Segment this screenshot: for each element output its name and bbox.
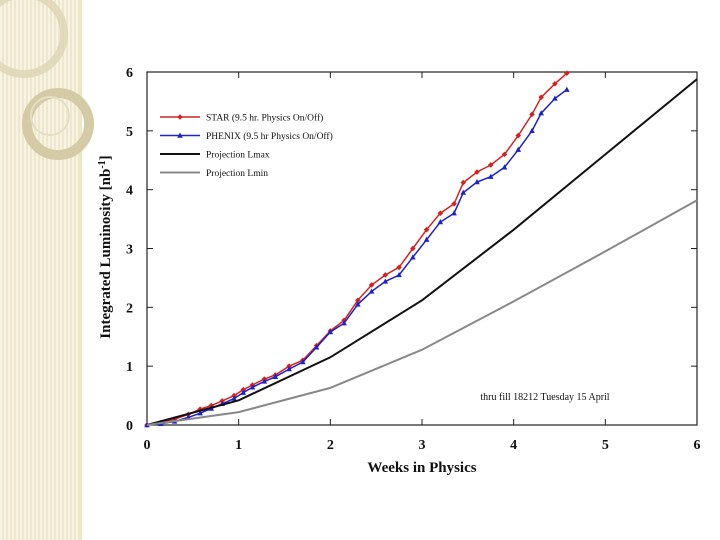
data-point: [564, 70, 570, 76]
data-point: [341, 320, 347, 326]
data-point: [451, 200, 457, 207]
data-point: [487, 162, 494, 168]
data-point: [564, 86, 570, 92]
data-point: [410, 254, 416, 260]
data-point: [423, 236, 430, 242]
x-tick-label: 6: [694, 438, 701, 453]
x-tick-label: 1: [235, 438, 242, 453]
data-point: [515, 132, 522, 139]
x-tick-label: 2: [327, 438, 334, 453]
data-point: [501, 164, 508, 170]
series-star-0: [144, 70, 570, 428]
data-point: [552, 80, 558, 87]
y-tick-label: 1: [126, 360, 133, 375]
plot-area: [146, 71, 698, 426]
data-point: [382, 272, 389, 278]
legend-item: Projection Lmax: [160, 151, 270, 161]
x-tick-label: 0: [144, 438, 151, 453]
data-point: [515, 146, 522, 152]
y-tick-label: 0: [126, 419, 133, 434]
data-point: [197, 410, 203, 416]
y-tick-label: 4: [126, 184, 133, 199]
legend-label: PHENIX (9.5 hr Physics On/Off): [206, 131, 333, 142]
y-axis-label: Integrated Luminosity [nb-1]: [97, 155, 114, 338]
data-point: [437, 210, 444, 216]
y-tick-label: 6: [126, 66, 133, 81]
data-point: [460, 179, 467, 186]
data-point: [474, 179, 480, 185]
x-tick-label: 5: [602, 438, 609, 453]
data-point: [451, 210, 457, 216]
data-point: [410, 245, 416, 252]
x-tick-label: 4: [510, 438, 517, 453]
data-point: [240, 389, 247, 395]
data-point: [538, 110, 544, 116]
data-point: [368, 282, 375, 288]
decorative-ring: [22, 88, 94, 160]
data-point: [313, 344, 320, 350]
slide-decoration-line: [78, 0, 82, 540]
data-point: [529, 127, 535, 134]
legend-marker: [177, 114, 183, 120]
data-point: [231, 395, 237, 401]
legend-label: Projection Lmin: [206, 169, 268, 179]
x-axis-label: Weeks in Physics: [367, 460, 476, 476]
data-point: [197, 406, 203, 412]
series-projection-3: [146, 199, 698, 426]
y-tick-label: 3: [126, 243, 133, 258]
data-point: [487, 173, 494, 179]
legend-item: Projection Lmin: [160, 169, 268, 179]
series-line: [146, 72, 568, 426]
data-point: [396, 264, 402, 271]
data-point: [437, 219, 444, 225]
data-point: [355, 297, 361, 304]
data-point: [423, 226, 430, 233]
data-point: [501, 151, 508, 158]
series-projection-2: [146, 78, 698, 426]
legend-item: PHENIX (9.5 hr Physics On/Off): [160, 131, 333, 142]
legend-label: Projection Lmax: [206, 151, 270, 161]
legend-item: STAR (9.5 hr. Physics On/Off): [160, 113, 323, 124]
y-tick-label: 2: [126, 301, 133, 316]
data-point: [249, 384, 256, 390]
data-point: [552, 95, 558, 101]
data-point: [396, 271, 402, 278]
data-point: [355, 301, 361, 307]
legend-label: STAR (9.5 hr. Physics On/Off): [206, 113, 323, 124]
data-point: [327, 329, 334, 335]
data-point: [538, 94, 544, 101]
decorative-ring: [30, 96, 70, 136]
data-point: [300, 359, 306, 365]
y-tick-label: 5: [126, 125, 133, 140]
data-point: [272, 373, 279, 379]
chart-annotation: thru fill 18212 Tuesday 15 April: [480, 392, 609, 403]
series-line: [146, 199, 698, 426]
series-line: [146, 78, 698, 426]
data-point: [261, 378, 268, 384]
data-point: [460, 189, 467, 195]
data-point: [286, 366, 292, 372]
data-point: [382, 278, 389, 284]
legend-marker: [177, 132, 183, 138]
data-point: [529, 111, 535, 118]
data-point: [368, 288, 375, 294]
data-point: [474, 169, 480, 175]
x-tick-label: 3: [419, 438, 426, 453]
decorative-ring: [0, 0, 68, 78]
